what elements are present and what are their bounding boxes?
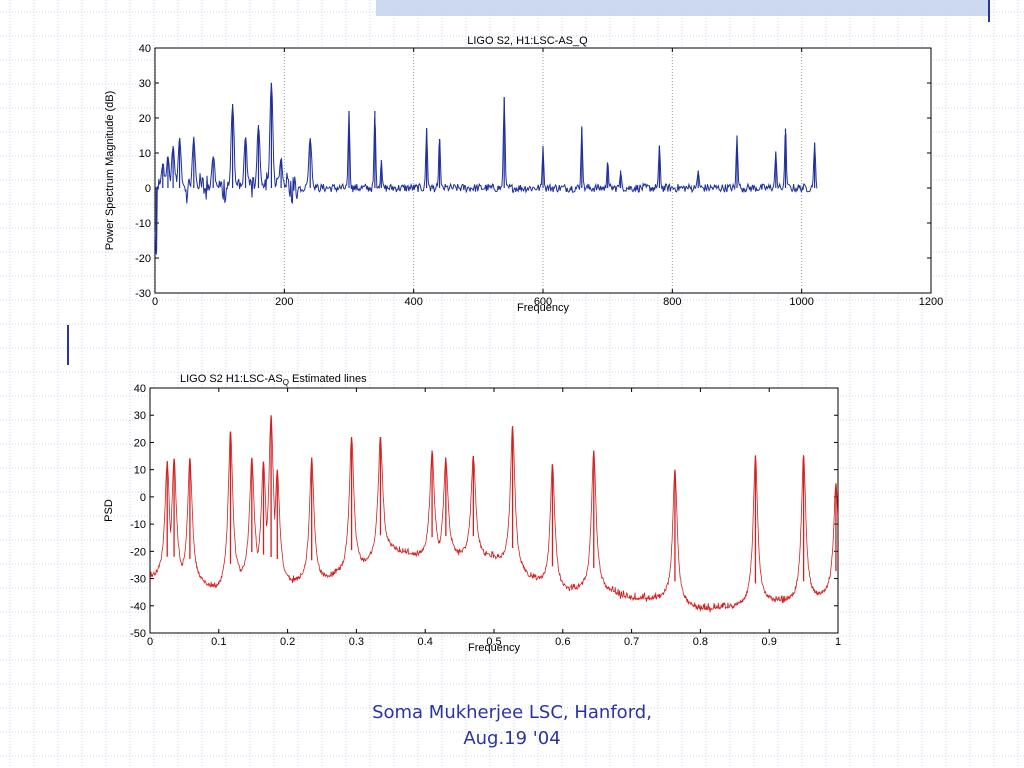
y-tick-label: 20 [134, 437, 146, 449]
y-tick-label: 0 [140, 492, 146, 504]
y-tick-label: 30 [139, 78, 151, 90]
y-tick-label: -30 [130, 574, 146, 586]
header-accent-bar [988, 0, 990, 22]
x-tick-label: 0.8 [693, 636, 708, 648]
chart-title: LIGO S2 H1:LSC-ASQ Estimated lines [180, 373, 367, 387]
x-tick-label: 200 [275, 296, 293, 308]
side-accent-bar [67, 325, 69, 365]
series-line-psd [149, 416, 839, 613]
x-axis-label: Frequency [468, 642, 520, 654]
y-tick-label: 0 [145, 183, 151, 195]
footer-date-line: Aug.19 '04 [463, 728, 561, 749]
y-tick-label: -20 [130, 546, 146, 558]
x-tick-label: 0.2 [280, 636, 295, 648]
x-tick-label: 0.9 [762, 636, 777, 648]
x-tick-label: 0 [147, 636, 153, 648]
x-tick-label: 0.5 [486, 636, 501, 648]
plot-area [149, 387, 839, 634]
footer-author-line: Soma Mukherjee LSC, Hanford, [372, 702, 652, 723]
y-tick-label: 30 [134, 410, 146, 422]
y-tick-label: -30 [135, 288, 151, 300]
x-tick-label: 0.3 [349, 636, 364, 648]
y-tick-label: 40 [139, 43, 151, 55]
x-tick-label: 400 [404, 296, 422, 308]
x-tick-label: 600 [534, 296, 552, 308]
y-axis-label: Power Spectrum Magnitude (dB) [104, 91, 116, 251]
y-tick-label: -40 [130, 601, 146, 613]
y-tick-label: -10 [130, 519, 146, 531]
series-line-power-spectrum [154, 82, 818, 253]
y-axis-label: PSD [103, 499, 115, 522]
y-tick-label: -20 [135, 253, 151, 265]
x-tick-label: 0.1 [211, 636, 226, 648]
header-band [376, 0, 988, 16]
y-tick-label: 10 [139, 148, 151, 160]
x-tick-label: 1000 [789, 296, 813, 308]
slide-footer: Soma Mukherjee LSC, Hanford, Aug.19 '04 [300, 700, 724, 752]
x-axis-label: Frequency [517, 302, 569, 314]
x-tick-label: 1 [835, 636, 841, 648]
x-tick-label: 0.6 [555, 636, 570, 648]
y-tick-label: 20 [139, 113, 151, 125]
y-tick-label: -10 [135, 218, 151, 230]
x-tick-label: 1200 [919, 296, 943, 308]
x-tick-label: 0.4 [418, 636, 433, 648]
x-tick-label: 0.7 [624, 636, 639, 648]
y-tick-label: 40 [134, 383, 146, 395]
y-tick-label: 10 [134, 465, 146, 477]
chart-title: LIGO S2, H1:LSC-AS_Q [467, 35, 588, 47]
y-tick-label: -50 [130, 628, 146, 640]
x-tick-label: 800 [663, 296, 681, 308]
x-tick-label: 0 [152, 296, 158, 308]
